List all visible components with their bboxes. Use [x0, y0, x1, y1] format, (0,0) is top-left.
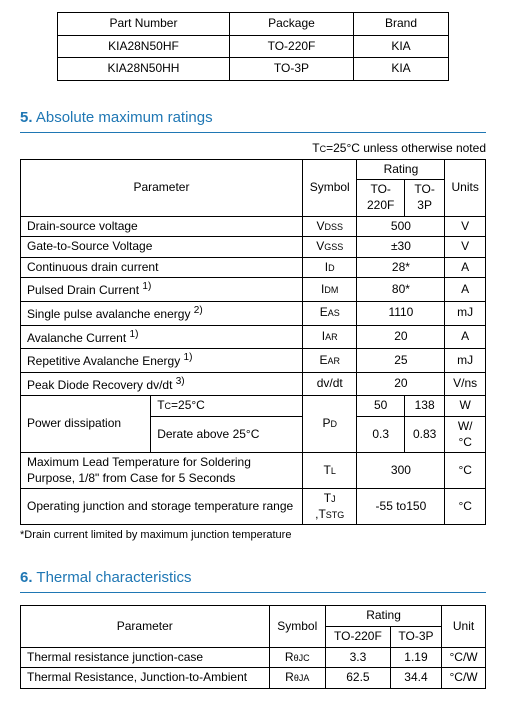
table-row: Single pulse avalanche energy 2) EAS 111…: [21, 301, 486, 325]
section-5-title: Absolute maximum ratings: [36, 109, 213, 126]
table-row: Thermal resistance junction-case RθJC 3.…: [21, 647, 486, 668]
table-row: Power dissipation TC=25°C PD 50 138 W: [21, 396, 486, 417]
table-row: Drain-source voltage VDSS 500 V: [21, 216, 486, 237]
parts-table: Part Number Package Brand KIA28N50HF TO-…: [57, 12, 448, 81]
hdr-to3p: TO-3P: [390, 627, 441, 648]
hdr-unit: Unit: [442, 606, 486, 647]
section-6-heading: 6. Thermal characteristics: [20, 569, 486, 586]
col-part-number: Part Number: [58, 13, 229, 36]
table-row: Operating junction and storage temperatu…: [21, 489, 486, 525]
section-5-footnote: *Drain current limited by maximum juncti…: [20, 529, 486, 541]
hdr-to3p: TO-3P: [404, 180, 444, 216]
hdr-parameter: Parameter: [21, 159, 303, 216]
table-row: KIA28N50HF TO-220F KIA: [58, 35, 448, 58]
col-package: Package: [229, 13, 354, 36]
section-5-heading: 5. Absolute maximum ratings: [20, 109, 486, 126]
hdr-symbol: Symbol: [302, 159, 357, 216]
table-row: Maximum Lead Temperature for Soldering P…: [21, 453, 486, 489]
section-6-number: 6.: [20, 569, 33, 586]
hdr-rating: Rating: [326, 606, 442, 627]
hdr-to220f: TO-220F: [357, 180, 404, 216]
section-5-underline: [20, 132, 486, 133]
section-6-underline: [20, 592, 486, 593]
section-5-number: 5.: [20, 109, 33, 126]
hdr-parameter: Parameter: [21, 606, 270, 647]
table-row: Gate-to-Source Voltage VGSS ±30 V: [21, 237, 486, 258]
table-row: KIA28N50HH TO-3P KIA: [58, 58, 448, 81]
hdr-units: Units: [445, 159, 486, 216]
section-6-title: Thermal characteristics: [36, 569, 191, 586]
table-row: Peak Diode Recovery dv/dt 3) dv/dt 20 V/…: [21, 372, 486, 396]
section-5-note: TC=25°C unless otherwise noted: [20, 141, 486, 155]
thermal-characteristics-table: Parameter Symbol Rating Unit TO-220F TO-…: [20, 605, 486, 688]
table-row: Thermal Resistance, Junction-to-Ambient …: [21, 668, 486, 689]
table-header-row: Part Number Package Brand: [58, 13, 448, 36]
col-brand: Brand: [354, 13, 448, 36]
table-row: Avalanche Current 1) IAR 20 A: [21, 325, 486, 349]
table-row: Repetitive Avalanche Energy 1) EAR 25 mJ: [21, 349, 486, 373]
hdr-to220f: TO-220F: [326, 627, 391, 648]
hdr-symbol: Symbol: [269, 606, 326, 647]
absolute-max-ratings-table: Parameter Symbol Rating Units TO-220F TO…: [20, 159, 486, 526]
hdr-rating: Rating: [357, 159, 445, 180]
table-row: Pulsed Drain Current 1) IDM 80* A: [21, 278, 486, 302]
table-row: Continuous drain current ID 28* A: [21, 257, 486, 278]
